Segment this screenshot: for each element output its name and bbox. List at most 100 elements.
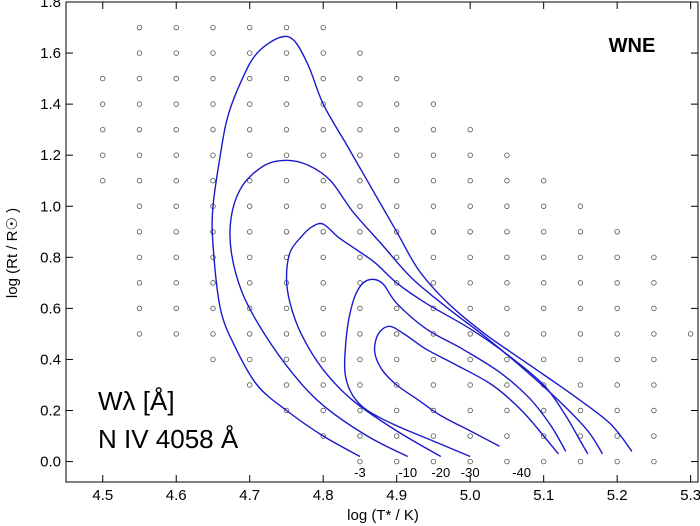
grid-point <box>430 229 437 235</box>
grid-point <box>136 229 143 235</box>
grid-point <box>320 254 326 261</box>
grid-point <box>651 356 657 363</box>
grid-point <box>467 229 473 235</box>
contour-line-minus-3 <box>211 35 633 458</box>
grid-point <box>540 178 547 184</box>
model-grid-points <box>100 24 694 465</box>
grid-point <box>467 356 473 363</box>
grid-point <box>320 203 326 209</box>
y-tick-label: 0.8 <box>40 249 61 266</box>
grid-point <box>320 305 326 312</box>
grid-point <box>136 24 143 31</box>
grid-point <box>320 356 326 363</box>
grid-point <box>614 254 620 261</box>
annotation-line-name: N IV 4058 Å <box>98 424 239 454</box>
grid-point <box>614 356 620 363</box>
grid-point <box>504 433 510 439</box>
grid-point <box>283 178 290 184</box>
grid-point <box>357 458 363 465</box>
grid-point <box>320 382 326 388</box>
grid-point <box>210 178 216 184</box>
grid-point <box>504 458 510 465</box>
grid-point <box>614 458 620 465</box>
grid-point <box>173 178 179 184</box>
grid-point <box>210 331 216 337</box>
y-tick-label: 1.2 <box>40 147 61 164</box>
grid-point <box>357 254 363 261</box>
grid-point <box>393 75 400 82</box>
grid-point <box>577 458 584 465</box>
grid-point <box>357 356 363 363</box>
grid-point <box>173 75 179 82</box>
grid-point <box>173 203 179 209</box>
annotation-equivalent-width: Wλ [Å] <box>98 386 175 416</box>
grid-point <box>173 331 179 337</box>
grid-point <box>357 382 363 388</box>
grid-point <box>467 126 473 133</box>
grid-point <box>320 50 326 56</box>
grid-point <box>504 178 510 184</box>
x-tick-label: 5.0 <box>460 487 481 504</box>
grid-point <box>173 229 179 235</box>
grid-point <box>467 178 473 184</box>
grid-point <box>283 382 290 388</box>
grid-point <box>467 254 473 261</box>
grid-point <box>210 75 216 82</box>
grid-point <box>430 101 437 107</box>
grid-point <box>577 331 584 337</box>
x-tick-label: 5.3 <box>680 487 700 504</box>
grid-point <box>651 407 657 414</box>
contour-line-minus-40 <box>373 325 559 455</box>
y-tick-label: 1.0 <box>40 198 61 215</box>
grid-point <box>430 356 437 363</box>
y-tick-label: 1.8 <box>40 0 61 11</box>
x-tick-label: 5.2 <box>607 487 628 504</box>
grid-point <box>577 356 584 363</box>
grid-point <box>467 458 473 465</box>
grid-point <box>283 229 290 235</box>
grid-point <box>320 75 326 82</box>
grid-point <box>247 331 253 337</box>
grid-point <box>393 331 400 337</box>
grid-point <box>577 254 584 261</box>
contour-label: -20 <box>431 465 450 480</box>
grid-point <box>357 280 363 286</box>
grid-point <box>136 75 143 82</box>
grid-point <box>577 203 584 209</box>
grid-point <box>283 24 290 31</box>
grid-point <box>136 254 143 261</box>
grid-point <box>283 101 290 107</box>
grid-point <box>247 126 253 133</box>
grid-point <box>100 178 106 184</box>
y-tick-label: 1.6 <box>40 45 61 62</box>
y-axis-ticks: 0.0 0.2 0.4 0.6 0.8 1.0 1.2 1.4 1.6 1.8 <box>40 0 698 471</box>
grid-point <box>357 229 363 235</box>
grid-point <box>504 382 510 388</box>
contour-line-minus-10 <box>229 159 604 458</box>
grid-point <box>687 331 694 337</box>
grid-point <box>247 305 253 312</box>
grid-point <box>430 152 437 158</box>
grid-point <box>651 458 657 465</box>
grid-point <box>357 126 363 133</box>
grid-point <box>467 305 473 312</box>
grid-point <box>173 126 179 133</box>
grid-point <box>283 331 290 337</box>
y-tick-label: 1.4 <box>40 96 61 113</box>
y-tick-label: 0.0 <box>40 454 61 471</box>
grid-point <box>467 382 473 388</box>
grid-point <box>393 280 400 286</box>
grid-point <box>357 407 363 414</box>
grid-point <box>540 433 547 439</box>
grid-point <box>504 229 510 235</box>
grid-point <box>357 433 363 439</box>
grid-point <box>210 50 216 56</box>
grid-point <box>577 382 584 388</box>
grid-point <box>173 305 179 312</box>
grid-point <box>210 356 216 363</box>
grid-point <box>504 280 510 286</box>
grid-point <box>283 126 290 133</box>
grid-point <box>247 152 253 158</box>
grid-point <box>504 356 510 363</box>
grid-point <box>320 126 326 133</box>
